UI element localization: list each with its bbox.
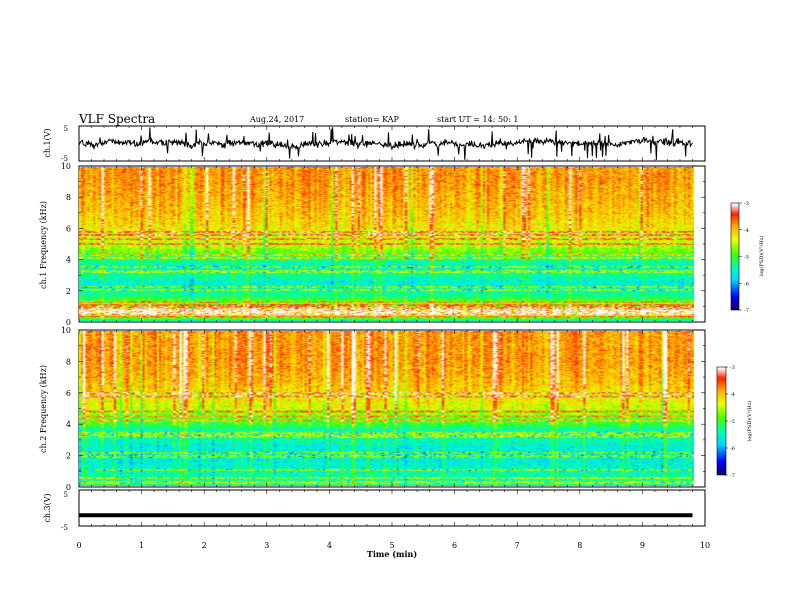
ch3-waveform-panel: 5 -5 ch.3(V) [43,489,706,532]
figure-title: VLF Spectra [78,112,155,126]
time-tick-label: 10 [700,541,710,550]
y-tick-label: 6 [66,224,71,233]
time-tick-label: 5 [389,541,394,550]
colorbar-tick-label: -6 [730,446,735,452]
colorbar-ch2-gradient [717,367,726,475]
colorbar-tick-label: -6 [744,281,749,287]
colorbar-ch1-label: log(PSD)(V²/Hz) [758,236,765,277]
ch2-yticks: 0 2 4 6 8 10 [61,326,705,492]
y-tick-label: 2 [66,287,71,296]
ch1-spectrogram-image [79,167,694,321]
ch1-waveform-panel: 5 -5 ch.1(V) [43,125,706,163]
y-tick-label: 0 [66,483,71,492]
time-tick-label: 3 [264,541,269,550]
colorbar-tick-label: -3 [730,365,735,371]
y-tick-label: 10 [61,326,71,335]
date-label: Aug.24, 2017 [249,115,304,124]
time-axis-tick-labels: 0 1 2 3 4 5 6 7 8 9 10 [76,541,710,550]
colorbar-tick-label: -5 [744,255,749,261]
y-tick-label: 0 [66,318,71,327]
y-tick-label: 2 [66,452,71,461]
ch1-spectrogram-panel: 0 2 4 6 8 10 ch.1 Frequency (kHz) [39,162,706,327]
ch2-xticks-spec [78,330,706,487]
y-tick-label: 4 [66,256,71,265]
y-tick-label: 8 [66,357,71,366]
time-tick-label: 8 [577,541,582,550]
ch1-trace [78,127,693,160]
colorbar-tick-label: -3 [744,201,749,207]
ch1-ytick-bottom: -5 [61,155,68,163]
time-tick-label: 4 [327,541,332,550]
ch1-yticks: 0 2 4 6 8 10 [61,162,705,327]
ch1-ytick-top: 5 [64,125,68,133]
colorbar-ch2: -3 -4 -5 -6 -7 log(PSD)(V²/Hz) [716,365,753,479]
colorbar-ch2-label: log(PSD)(V²/Hz) [746,401,753,442]
ch2-freq-ylabel-text: ch.2 Frequency (kHz) [39,365,48,453]
colorbar-tick-label: -4 [744,228,749,234]
ch1-xticks [78,126,706,161]
time-axis-label: Time (min) [367,549,417,559]
colorbar-tick-label: -7 [730,473,735,479]
time-tick-label: 6 [452,541,457,550]
ch2-freq-ylabel: ch.2 Frequency (kHz) [39,365,48,453]
ch1-xticks-spec [78,166,706,322]
colorbar-ch2-ticks: -3 -4 -5 -6 -7 [725,365,735,479]
time-tick-label: 2 [202,541,207,550]
ch1-freq-ylabel: ch.1 Frequency (kHz) [39,201,48,289]
y-tick-label: 6 [66,389,71,398]
colorbar-tick-label: -5 [730,419,735,425]
time-tick-label: 9 [640,541,645,550]
ch2-spectrogram-panel: 0 2 4 6 8 10 ch.2 Frequency (kHz) [39,326,706,492]
y-tick-label: 4 [66,420,71,429]
ch1-ylabel: ch.1(V) [43,128,52,157]
time-tick-label: 7 [515,541,520,550]
colorbar-ch1-ticks: -3 -4 -5 -6 -7 [739,201,749,314]
ch1-freq-ylabel-text: ch.1 Frequency (kHz) [39,201,48,289]
colorbar-tick-label: -7 [744,308,749,314]
ch3-ylabel: ch.3(V) [43,493,52,522]
time-tick-label: 0 [76,541,81,550]
y-tick-label: 10 [61,162,71,171]
start-time-label: start UT = 14: 50: 1 [437,115,518,124]
colorbar-ch1: -3 -4 -5 -6 -7 log(PSD)(V²/Hz) [730,201,765,314]
ch2-spectrogram-image [79,331,694,486]
time-tick-label: 1 [139,541,144,550]
ch3-xticks [78,490,706,526]
colorbar-ch1-gradient [731,203,739,310]
station-label: station= KAP [345,115,400,124]
y-tick-label: 8 [66,193,71,202]
colorbar-tick-label: -4 [730,392,735,398]
ch3-ytick-top: 5 [64,491,68,499]
ch3-ytick-bottom: -5 [61,524,68,532]
